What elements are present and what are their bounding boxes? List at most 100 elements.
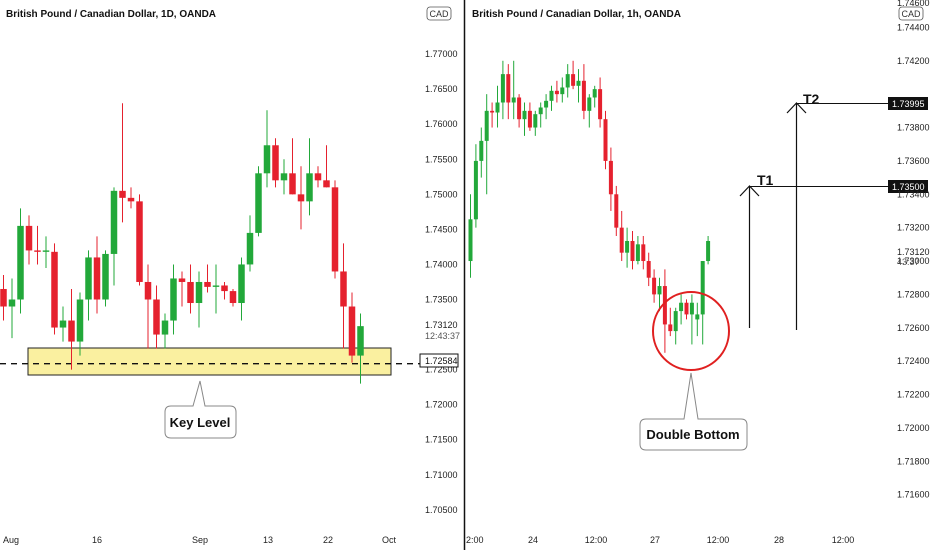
daily-candle-body <box>340 271 347 307</box>
hourly-candle <box>679 294 684 325</box>
hourly-candle-body <box>625 240 630 253</box>
hourly-candle-body <box>576 80 581 86</box>
hourly-candle-body <box>652 277 657 295</box>
daily-candle-body <box>110 190 118 254</box>
daily-candle <box>34 225 41 265</box>
daily-candle-body <box>255 173 262 233</box>
key-level-callout-box <box>164 380 237 439</box>
daily-candle <box>314 166 322 188</box>
hourly-candle-body <box>684 302 689 315</box>
daily-x-tick: Sep <box>192 535 208 545</box>
daily-candle <box>127 187 135 209</box>
hourly-candle <box>608 147 613 211</box>
daily-candle <box>0 274 7 321</box>
y-tick-label: 1.74400 <box>897 22 930 32</box>
hourly-candle-body <box>706 240 711 262</box>
hourly-candle-body <box>614 194 619 228</box>
daily-candle <box>110 187 118 286</box>
hourly-candle <box>581 64 586 120</box>
hourly-candle <box>700 261 705 345</box>
currency-badge-box <box>426 6 452 21</box>
key-level-callout: Key Level <box>164 380 237 439</box>
hourly-candle-body <box>500 74 505 103</box>
daily-candle-body <box>314 173 322 181</box>
y-tick-label: 1.72000 <box>897 423 930 433</box>
daily-candle-body <box>161 320 169 335</box>
hourly-candle <box>668 307 673 337</box>
daily-candle <box>272 138 279 188</box>
hourly-candle <box>706 235 711 265</box>
daily-candle <box>85 250 92 321</box>
daily-candle <box>161 313 169 349</box>
daily-candle-body <box>229 291 237 304</box>
hourly-candle-body <box>662 286 667 325</box>
hourly-candle-body <box>490 110 495 113</box>
hourly-candle-body <box>533 114 538 128</box>
y-tick-label: 1.70500 <box>425 505 458 515</box>
daily-candle <box>212 264 220 314</box>
daily-candles <box>0 103 364 384</box>
daily-countdown-label: 12:43:37 <box>425 331 460 341</box>
hourly-candle-body <box>668 324 673 332</box>
hourly-candle <box>576 69 581 103</box>
daily-x-tick: Oct <box>382 535 397 545</box>
hourly-candle-body <box>695 314 700 320</box>
daily-candle-body <box>127 197 135 202</box>
daily-time-axis: Aug 16 Sep 13 22 Oct <box>3 535 396 545</box>
hourly-candle <box>689 294 694 345</box>
hourly-candle-body <box>565 74 570 88</box>
y-tick-label: 1.72400 <box>897 356 930 366</box>
y-tick-label: 1.74000 <box>425 259 458 269</box>
target-t1-price-text: 1.73500 <box>892 182 925 192</box>
currency-badge-text: CAD <box>429 9 449 19</box>
currency-badge[interactable]: CAD <box>426 6 452 21</box>
hourly-candle-body <box>549 90 554 101</box>
daily-candle <box>68 288 75 370</box>
hourly-chart-panel: British Pound / Canadian Dollar, 1h, OAN… <box>466 0 930 545</box>
y-tick-label: 1.71600 <box>897 490 930 500</box>
daily-candle-body <box>25 225 33 251</box>
hourly-candle <box>641 235 646 270</box>
hourly-candle <box>544 94 549 120</box>
hourly-candle-body <box>560 87 565 95</box>
daily-candle-body <box>331 187 339 272</box>
y-tick-label: 1.73500 <box>425 295 458 305</box>
y-tick-label: 1.72200 <box>897 390 930 400</box>
daily-candle-body <box>289 173 296 195</box>
key-level-label: Key Level <box>170 415 231 430</box>
currency-badge[interactable]: CAD <box>898 6 924 21</box>
daily-candle-body <box>178 278 186 282</box>
daily-level-price-tag-box <box>419 353 459 368</box>
hourly-price-axis: 1.74400 1.74200 1.73800 1.73600 1.73400 1.732… <box>897 22 930 499</box>
hourly-candle <box>630 230 635 270</box>
hourly-candle-body <box>592 89 597 98</box>
hourly-x-tick: 2:00 <box>466 535 484 545</box>
daily-candle <box>25 215 33 265</box>
hourly-candle-body <box>608 160 613 195</box>
hourly-candle <box>479 127 484 178</box>
target-t1-price-tag <box>888 180 928 193</box>
daily-chart-panel: British Pound / Canadian Dollar, 1D, OAN… <box>0 6 460 545</box>
daily-candle <box>170 264 177 335</box>
y-tick-label: 1.73200 <box>897 223 930 233</box>
daily-x-tick: 16 <box>92 535 102 545</box>
daily-candle <box>357 313 364 384</box>
y-tick-label: 1.76500 <box>425 84 458 94</box>
y-tick-label: 1.75000 <box>425 189 458 199</box>
daily-candle-body <box>76 299 84 342</box>
hourly-y-tick-partial: 1.74600 <box>897 0 930 8</box>
daily-candle <box>306 138 313 216</box>
daily-candle <box>102 250 109 307</box>
hourly-candle <box>614 185 619 236</box>
hourly-x-tick: 27 <box>650 535 660 545</box>
daily-candle <box>59 306 67 342</box>
currency-badge-box <box>898 6 924 21</box>
hourly-candle-body <box>630 240 635 262</box>
double-bottom-circle <box>652 291 730 371</box>
daily-candle <box>204 264 211 293</box>
hourly-candle <box>495 85 500 128</box>
hourly-candle <box>598 77 603 128</box>
daily-candle <box>238 257 245 321</box>
hourly-candle <box>538 102 543 128</box>
hourly-candle-body <box>506 74 511 103</box>
